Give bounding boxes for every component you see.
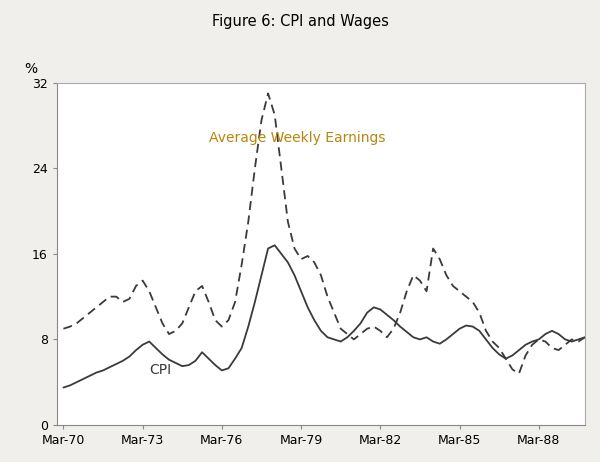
Text: Figure 6: CPI and Wages: Figure 6: CPI and Wages [212,14,388,29]
Text: CPI: CPI [149,363,172,377]
Text: Average Weekly Earnings: Average Weekly Earnings [209,131,385,145]
Y-axis label: %: % [24,62,37,76]
